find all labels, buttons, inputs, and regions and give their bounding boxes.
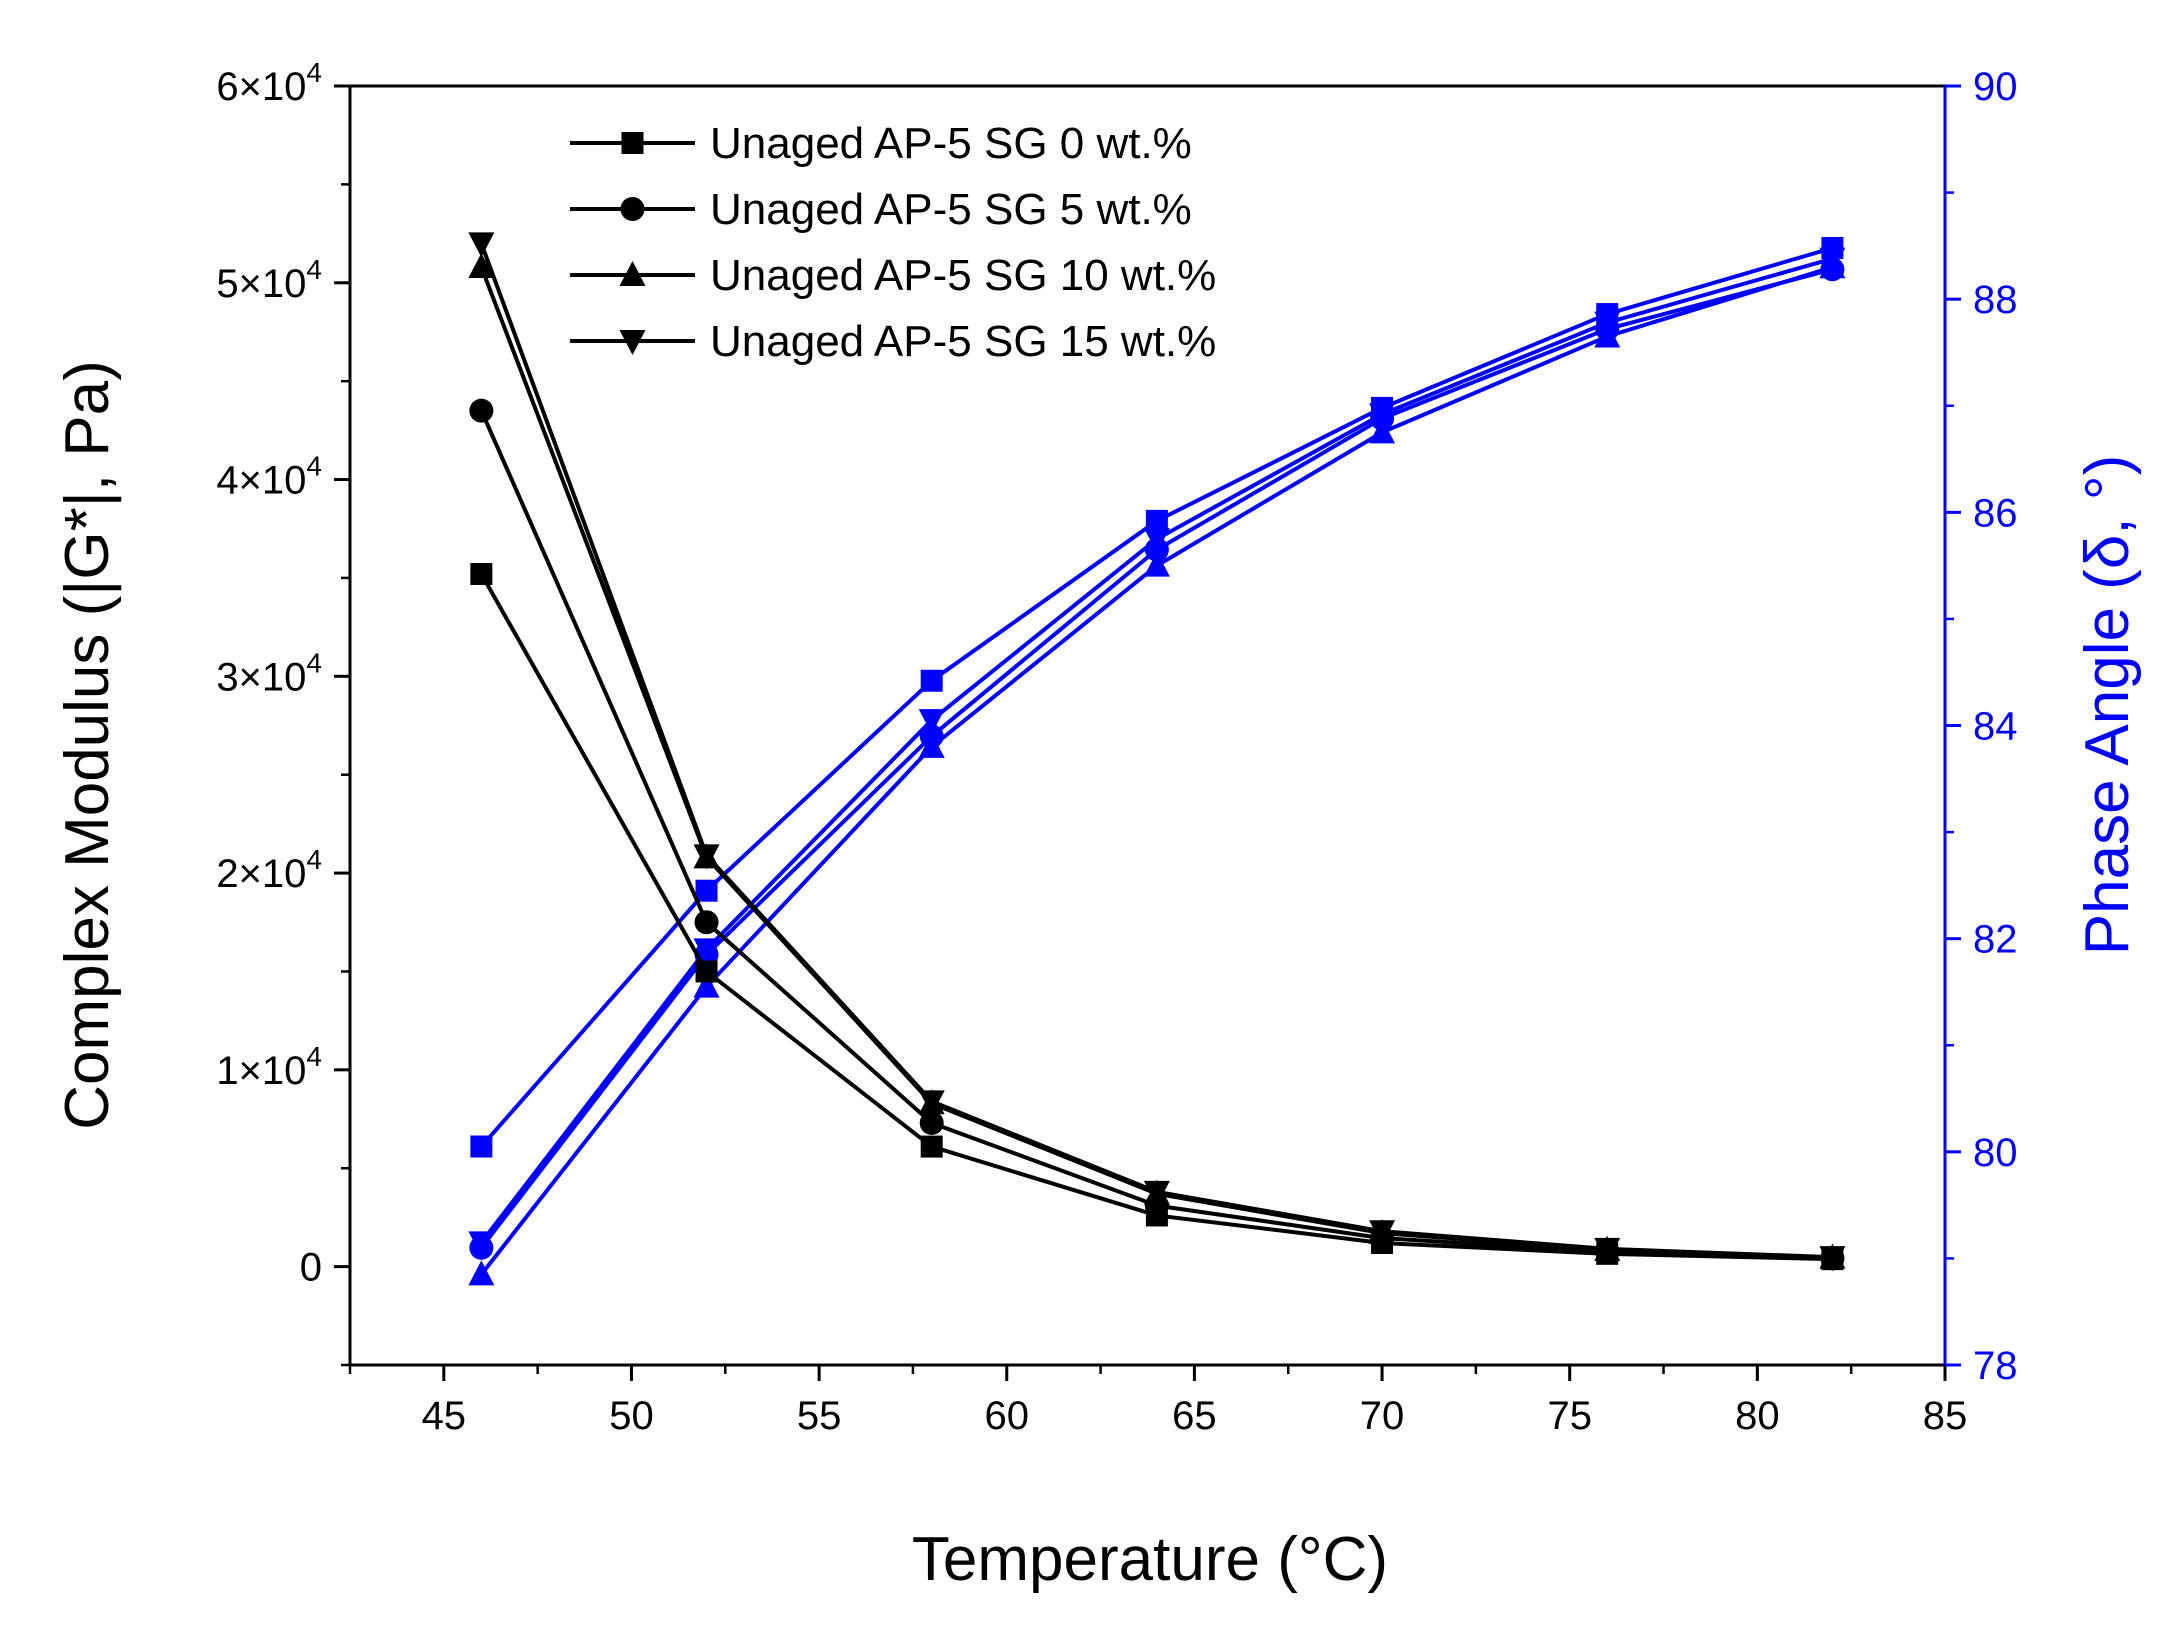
y-axis-right-title: Phase Angle (δ, °) [2073, 455, 2142, 955]
y-left-tick-label: 4×104 [216, 451, 322, 503]
phase-angle-series-group [468, 237, 1846, 1286]
complex-modulus-point [470, 562, 493, 585]
phase-angle-point [1594, 311, 1621, 337]
legend-label: Unaged AP-5 SG 15 wt.% [710, 317, 1216, 366]
phase-angle-point [693, 972, 720, 998]
y-left-tick-label: 5×104 [216, 254, 322, 306]
legend-marker [619, 330, 646, 355]
x-tick-label: 85 [1923, 1394, 1968, 1438]
y-left-tick-label: 2×104 [216, 844, 322, 896]
legend: Unaged AP-5 SG 0 wt.% Unaged AP-5 SG 5 wt… [570, 119, 1216, 366]
y-left-tick-label: 0 [300, 1246, 322, 1290]
y-right-tick-label: 80 [1973, 1131, 2018, 1175]
x-tick-label: 60 [985, 1394, 1030, 1438]
phase-angle-point [470, 1135, 493, 1158]
y-right-tick-label: 86 [1973, 491, 2018, 535]
complex-modulus-point [695, 960, 718, 983]
phase-angle-line-2 [479, 265, 1833, 1276]
phase-angle-point [468, 1260, 495, 1286]
complex-modulus-point [1369, 1220, 1396, 1246]
legend-marker [621, 132, 644, 154]
y-left-tick-label: 1×104 [216, 1041, 322, 1093]
complex-modulus-point [469, 398, 494, 423]
y-right-tick-label: 90 [1973, 65, 2018, 109]
complex-modulus-point [693, 844, 720, 870]
x-axis-title: Temperature (°C) [912, 1525, 1388, 1594]
legend-label: Unaged AP-5 SG 5 wt.% [710, 185, 1192, 234]
legend-label: Unaged AP-5 SG 10 wt.% [710, 251, 1216, 300]
phase-angle-point [1369, 418, 1396, 444]
y-right-tick-label: 78 [1973, 1344, 2018, 1388]
y-right-tick-label: 84 [1973, 705, 2018, 749]
complex-modulus-point [920, 1135, 943, 1158]
complex-modulus-point [919, 1110, 944, 1135]
y-left-tick-label: 6×104 [216, 57, 322, 109]
legend-label: Unaged AP-5 SG 0 wt.% [710, 119, 1192, 168]
y-left-tick-label: 3×104 [216, 647, 322, 699]
y-axis-left: 0 1×104 2×104 3×104 4×104 5×104 6×104 [216, 57, 350, 1367]
phase-angle-point [1819, 247, 1846, 273]
complex-modulus-point [1143, 1180, 1170, 1206]
x-tick-label: 70 [1360, 1394, 1405, 1438]
x-tick-label: 65 [1172, 1394, 1217, 1438]
phase-angle-point [693, 938, 720, 964]
complex-modulus-point [468, 232, 495, 258]
complex-modulus-point [468, 253, 495, 279]
legend-marker [620, 197, 645, 221]
phase-angle-point [920, 669, 943, 692]
y-axis-right: 78 80 82 84 86 88 90 [1945, 65, 2018, 1388]
complex-modulus-series-group [468, 232, 1846, 1272]
y-right-tick-label: 82 [1973, 918, 2018, 962]
complex-modulus-line-2 [479, 266, 1833, 1260]
legend-marker [619, 261, 646, 286]
phase-angle-point [468, 1231, 495, 1257]
complex-modulus-point [694, 910, 719, 935]
x-tick-label: 80 [1735, 1394, 1780, 1438]
phase-angle-point [1143, 527, 1170, 553]
phase-angle-point [695, 879, 718, 902]
x-tick-label: 50 [609, 1394, 654, 1438]
phase-angle-point [918, 732, 945, 758]
y-right-tick-label: 88 [1973, 278, 2018, 322]
complex-modulus-point [1819, 1246, 1846, 1272]
phase-angle-line-1 [479, 267, 1833, 1249]
x-tick-label: 75 [1547, 1394, 1592, 1438]
complex-modulus-point [1594, 1237, 1621, 1263]
complex-modulus-line-3 [479, 242, 1833, 1260]
phase-angle-point [1143, 551, 1170, 577]
phase-angle-line-3 [479, 256, 1833, 1244]
complex-modulus-point [918, 1090, 945, 1116]
x-tick-label: 45 [422, 1394, 467, 1438]
phase-angle-point [1369, 403, 1396, 429]
x-tick-label: 55 [797, 1394, 842, 1438]
phase-angle-line-0 [479, 246, 1833, 1148]
phase-angle-point [918, 709, 945, 735]
x-axis: 45 50 55 60 65 70 75 80 85 [348, 1365, 1968, 1438]
phase-angle-point [1145, 509, 1168, 532]
y-axis-left-title: Complex Modulus (|G*|, Pa) [53, 360, 122, 1130]
